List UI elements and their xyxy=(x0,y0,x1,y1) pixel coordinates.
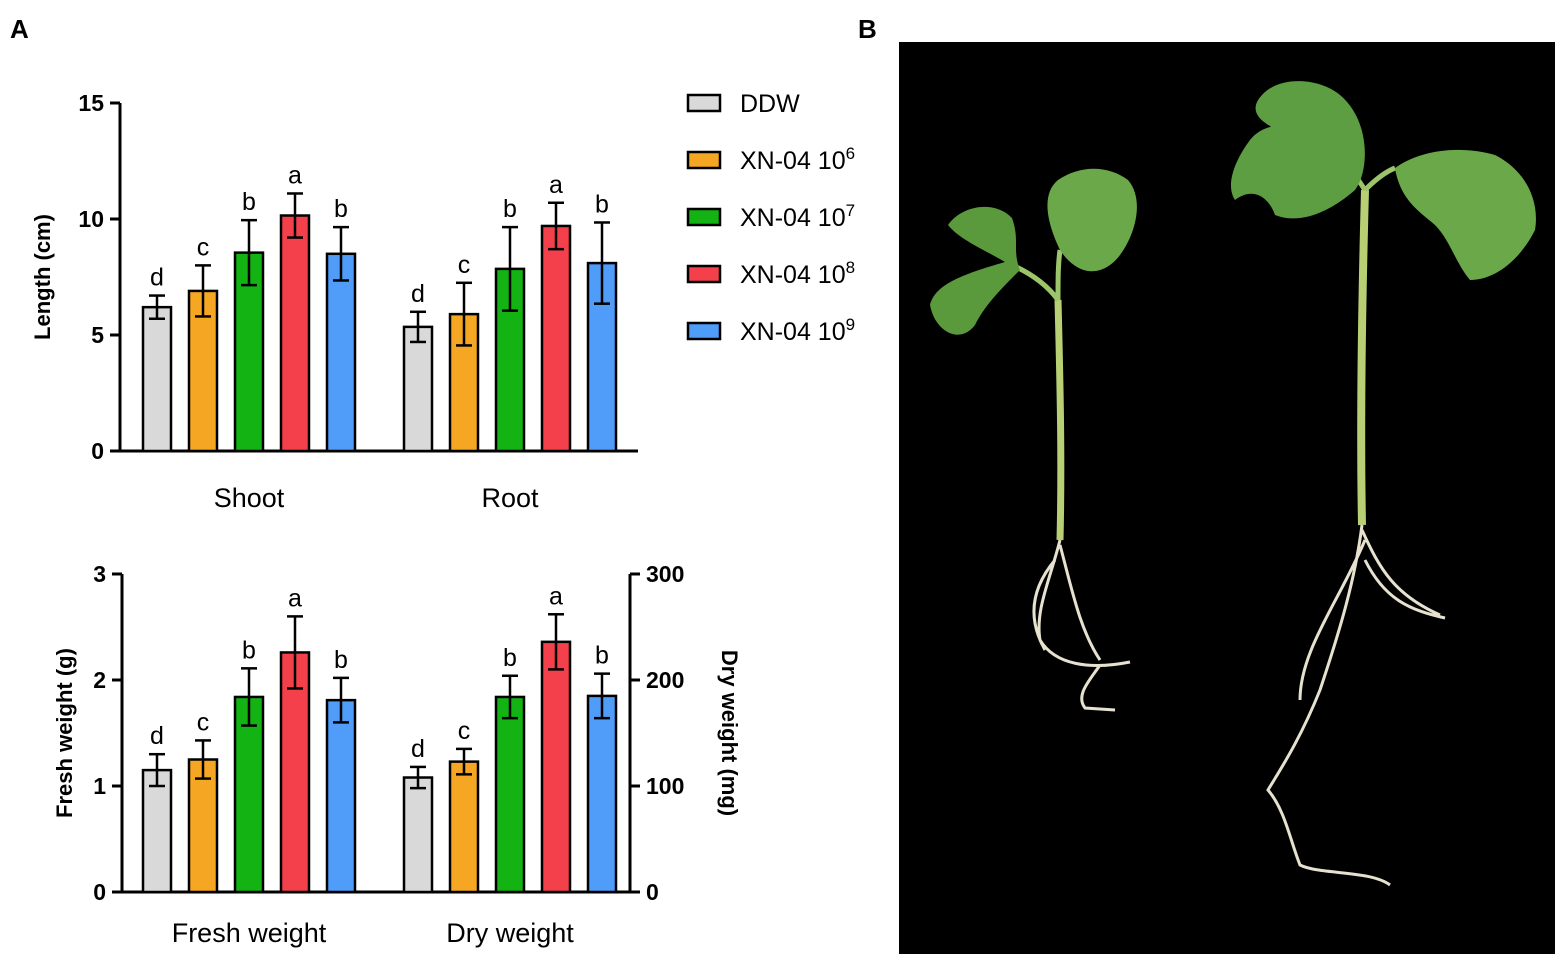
significance-letter: b xyxy=(334,195,348,223)
bar xyxy=(325,698,357,894)
bar xyxy=(141,305,173,453)
legend-exponent: 8 xyxy=(846,258,855,277)
category-label: Shoot xyxy=(214,483,285,513)
y-axis-title: Fresh weight (g) xyxy=(52,648,77,818)
legend-swatch xyxy=(686,264,722,284)
bar xyxy=(540,224,572,453)
bar xyxy=(402,325,434,453)
significance-letter: b xyxy=(595,190,609,218)
legend-swatch xyxy=(686,93,722,113)
legend-exponent: 6 xyxy=(846,144,855,163)
y-tick-label: 0 xyxy=(91,438,104,464)
bar xyxy=(402,776,434,894)
bar xyxy=(325,252,357,453)
weight-chart: 0 1 2 3 0 100 200 300 Dry weight (mg) Fresh weigh… xyxy=(52,561,742,948)
significance-letter: b xyxy=(334,646,348,674)
significance-letter: c xyxy=(458,251,471,279)
legend-label: XN-04 106 xyxy=(740,144,855,175)
y-tick-label: 1 xyxy=(93,773,106,799)
y-tick-label: 15 xyxy=(78,90,104,116)
panel-label-b: B xyxy=(858,14,877,44)
legend-label: XN-04 108 xyxy=(740,258,855,289)
significance-letter: c xyxy=(197,708,210,736)
significance-letter: d xyxy=(150,722,164,750)
significance-letter: a xyxy=(549,171,563,199)
bar xyxy=(494,695,526,894)
bar xyxy=(141,768,173,894)
category-label: Root xyxy=(481,483,539,513)
significance-letter: d xyxy=(411,735,425,763)
bar xyxy=(279,651,311,894)
significance-letter: b xyxy=(503,644,517,672)
legend-label: DDW xyxy=(740,90,800,118)
significance-letter: d xyxy=(150,264,164,292)
legend-exponent: 9 xyxy=(846,315,855,334)
y2-tick-label: 100 xyxy=(646,773,684,799)
large-seedling-image xyxy=(1230,81,1536,887)
significance-letter: b xyxy=(503,195,517,223)
category-label: Fresh weight xyxy=(172,918,327,948)
legend-swatch xyxy=(686,150,722,170)
significance-letter: a xyxy=(288,161,302,189)
bar xyxy=(586,694,618,894)
y2-axis-title: Dry weight (mg) xyxy=(717,650,742,816)
significance-letter: a xyxy=(549,582,563,610)
significance-letter: c xyxy=(458,717,471,745)
bar xyxy=(540,640,572,894)
legend-swatch xyxy=(686,321,722,341)
y-tick-label: 2 xyxy=(93,667,106,693)
small-seedling-image xyxy=(930,168,1137,712)
y-tick-label: 0 xyxy=(93,879,106,905)
y-tick-label: 10 xyxy=(78,206,104,232)
length-chart: 0 5 10 15 Length (cm) d c b a b Shoot d c b a b Root xyxy=(30,90,638,513)
seedling-photo xyxy=(899,42,1555,954)
bar xyxy=(448,760,480,894)
y2-tick-label: 200 xyxy=(646,667,684,693)
bar xyxy=(279,214,311,453)
panel-label-a: A xyxy=(10,14,29,44)
significance-letter: a xyxy=(288,584,302,612)
y2-tick-label: 0 xyxy=(646,879,659,905)
significance-letter: b xyxy=(595,642,609,670)
legend-exponent: 7 xyxy=(846,201,855,220)
bar xyxy=(233,695,265,894)
category-label: Dry weight xyxy=(446,918,574,948)
legend: DDW XN-04 106 XN-04 107 XN-04 108 XN-04 109 xyxy=(686,90,855,346)
bar xyxy=(187,758,219,894)
legend-label: XN-04 109 xyxy=(740,315,855,346)
y-axis-title: Length (cm) xyxy=(30,214,55,340)
legend-label: XN-04 107 xyxy=(740,201,855,232)
y2-tick-label: 300 xyxy=(646,561,684,587)
significance-letter: c xyxy=(197,233,210,261)
y-tick-label: 3 xyxy=(93,561,106,587)
legend-swatch xyxy=(686,207,722,227)
significance-letter: b xyxy=(242,636,256,664)
significance-letter: b xyxy=(242,188,256,216)
significance-letter: d xyxy=(411,280,425,308)
y-tick-label: 5 xyxy=(91,322,104,348)
